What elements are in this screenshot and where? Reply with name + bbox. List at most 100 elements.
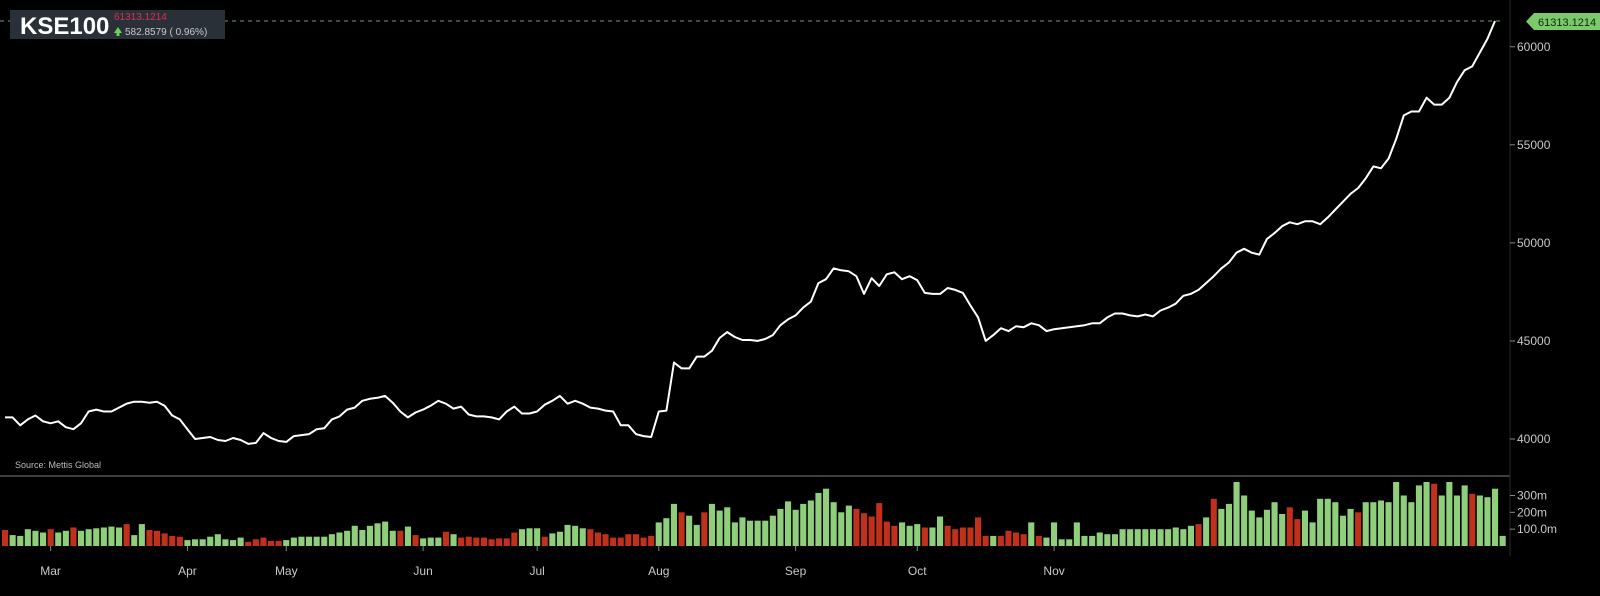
volume-bar [1180,529,1187,546]
volume-bar [975,517,982,546]
volume-bar [724,507,731,546]
month-label: Apr [178,564,197,578]
volume-bars [2,482,1506,546]
volume-bar [747,520,754,546]
volume-bar [1370,502,1377,546]
volume-bar [62,530,69,546]
volume-bar [344,530,351,546]
up-arrow-icon-stem [116,32,120,36]
volume-bar [1279,514,1286,546]
price-tick-label: 50000 [1517,236,1551,250]
volume-bar [602,534,609,546]
volume-bar [24,529,31,546]
volume-bar [1081,535,1088,546]
volume-bar [1294,519,1301,546]
volume-bar [914,524,921,546]
volume-bar [617,537,624,546]
volume-bar [1119,529,1126,546]
volume-bar [1332,502,1339,546]
volume-bar [169,535,176,546]
volume-bar [47,529,54,546]
volume-bar [1271,502,1278,546]
volume-bar [131,535,138,546]
volume-bar [382,521,389,546]
month-label: May [275,564,298,578]
volume-bar [230,540,237,546]
volume-bar [237,537,244,546]
volume-bar [1476,495,1483,546]
volume-bar [868,516,875,546]
volume-bar [1165,529,1172,546]
volume-bar [899,522,906,546]
volume-bar [275,540,282,546]
volume-bar [9,535,16,546]
volume-tick-label: 300m [1517,488,1547,502]
volume-bar [929,527,936,546]
volume-bar [184,540,191,546]
volume-bar [1461,485,1468,546]
volume-bar [959,527,966,546]
volume-bar [366,525,373,546]
volume-bar [587,529,594,546]
volume-bar [435,537,442,546]
volume-bar [1355,512,1362,546]
month-label: Oct [908,564,927,578]
volume-bar [1438,495,1445,546]
volume-bar [1058,539,1065,546]
volume-bar [207,536,214,546]
volume-bar [420,538,427,546]
month-label: Jun [413,564,432,578]
volume-bar [693,524,700,546]
volume-bar [990,535,997,546]
volume-bar [511,532,518,546]
volume-bar [883,521,890,546]
volume-axis: 100.0m 200m 300m [1510,488,1557,536]
volume-bar [100,527,107,546]
volume-bar [861,513,868,546]
volume-bar [488,539,495,546]
volume-bar [1377,500,1384,546]
volume-bar [792,509,799,546]
volume-bar [1035,535,1042,546]
volume-bar [17,535,24,546]
volume-bar [496,538,503,546]
volume-bar [534,528,541,546]
volume-bar [785,501,792,546]
volume-bar [701,512,708,546]
volume-bar [1263,509,1270,546]
volume-bar [1089,535,1096,546]
volume-bar [663,518,670,546]
volume-bar [754,520,761,546]
volume-bar [2,530,9,546]
volume-bar [222,539,229,546]
volume-bar [944,525,951,546]
volume-bar [32,530,39,546]
volume-bar [769,515,776,546]
volume-bar [1233,482,1240,546]
month-label: Aug [648,564,669,578]
volume-bar [397,530,404,546]
volume-bar [199,539,206,546]
volume-bar [594,532,601,546]
volume-bar [283,540,290,546]
volume-bar [1446,482,1453,546]
volume-bar [518,529,525,546]
symbol-name: KSE100 [20,13,109,40]
volume-bar [800,503,807,546]
volume-bar [526,528,533,546]
volume-bar [389,530,396,546]
volume-bar [1142,529,1149,546]
volume-bar [1492,488,1499,546]
volume-bar [1172,527,1179,546]
volume-bar [572,525,579,546]
volume-bar [625,534,632,546]
volume-bar [313,536,320,546]
volume-bar [1104,534,1111,546]
volume-bar [655,522,662,546]
volume-bar [823,488,830,546]
volume-bar [1393,482,1400,546]
volume-bar [807,500,814,546]
volume-bar [290,537,297,546]
volume-bar [739,517,746,546]
